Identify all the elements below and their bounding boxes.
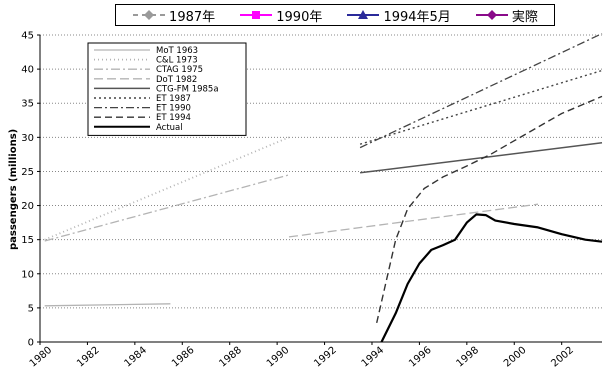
y-tick-label: 40 — [21, 65, 34, 76]
series-line-1 — [44, 303, 171, 307]
series-line-9 — [380, 213, 603, 343]
x-tick-label: 1996 — [407, 345, 434, 370]
x-tick-label: 1994 — [360, 345, 387, 370]
legend-label: CTG-FM 1985a — [156, 84, 219, 94]
top-legend-item: 1987年 — [132, 6, 215, 25]
legend-label: ET 1994 — [156, 113, 191, 123]
legend-marker-icon — [133, 10, 166, 20]
series-line-5 — [360, 142, 603, 174]
y-tick-label: 10 — [21, 269, 34, 280]
x-tick-label: 2002 — [549, 345, 576, 370]
legend-label: Actual — [156, 123, 183, 133]
series-layer — [44, 33, 603, 343]
y-tick-label: 30 — [21, 133, 34, 144]
top-legend-label: 1990年 — [276, 9, 323, 25]
axes — [39, 35, 602, 343]
y-axis-label: passengers (millions) — [8, 129, 19, 250]
series-legend-box — [87, 42, 247, 136]
legend-marker-icon — [240, 11, 273, 19]
legend-label: C&L 1973 — [156, 56, 198, 66]
legend-marker-icon — [347, 10, 380, 19]
series-line-8 — [376, 95, 603, 324]
top-legend: 1987年 1990年 1994年5月 実際 — [115, 4, 555, 26]
x-tick-label: 1988 — [217, 345, 244, 370]
x-tick-label: 1986 — [170, 345, 197, 370]
x-tick-label: 1992 — [312, 345, 339, 370]
legend-label: ET 1990 — [156, 104, 191, 114]
series-line-7 — [359, 33, 603, 149]
top-legend-label: 1987年 — [169, 9, 216, 25]
x-tick-label: 1990 — [265, 345, 292, 370]
x-tick-label: 1982 — [75, 345, 102, 370]
top-legend-item: 実際 — [475, 6, 538, 25]
legend-label: ET 1987 — [156, 94, 191, 104]
legend-marker-icon — [475, 10, 508, 20]
y-tick-label: 45 — [21, 31, 34, 42]
x-tick-label: 2000 — [502, 345, 529, 370]
x-tick-label: 1998 — [455, 345, 482, 370]
y-tick-label: 15 — [21, 235, 34, 246]
x-tick-label: 1984 — [123, 345, 150, 370]
legend-label: CTAG 1975 — [156, 65, 203, 75]
top-legend-item: 1994年5月 — [346, 6, 451, 25]
series-line-3 — [44, 174, 290, 242]
y-tick-label: 35 — [21, 99, 34, 110]
series-line-6 — [359, 69, 603, 145]
legend-label: MoT 1963 — [156, 46, 198, 56]
legend-label: DoT 1982 — [156, 75, 197, 85]
top-legend-label: 1994年5月 — [383, 9, 451, 25]
y-tick-label: 5 — [28, 303, 34, 314]
top-legend-label: 実際 — [511, 9, 538, 25]
y-tick-label: 25 — [21, 167, 34, 178]
series-line-2 — [44, 136, 290, 241]
top-legend-item: 1990年 — [239, 6, 322, 25]
y-tick-label: 0 — [28, 338, 34, 349]
series-line-4 — [288, 203, 539, 238]
y-tick-label: 20 — [21, 201, 34, 212]
